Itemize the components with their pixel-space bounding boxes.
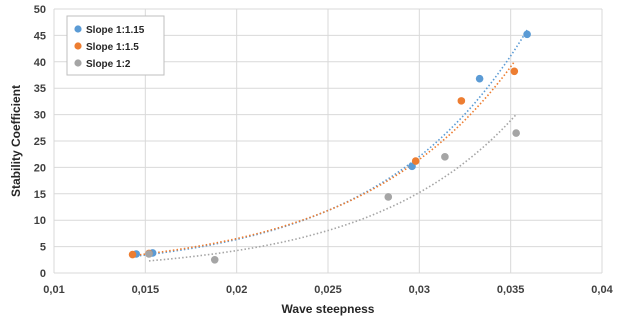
trendlines bbox=[132, 29, 528, 262]
x-tick-label: 0,025 bbox=[314, 284, 342, 296]
x-tick-labels: 0,01 0,015 0,02 0,025 0,03 0,035 0,04 bbox=[43, 284, 613, 296]
data-point-series-0 bbox=[475, 74, 484, 83]
y-tick-label: 50 bbox=[34, 4, 46, 16]
y-tick-label: 30 bbox=[34, 110, 46, 122]
x-tick-label: 0,04 bbox=[591, 284, 613, 296]
y-tick-label: 40 bbox=[34, 57, 46, 69]
y-tick-label: 20 bbox=[34, 162, 46, 174]
data-point-series-1 bbox=[457, 97, 466, 105]
data-point-series-1 bbox=[411, 157, 420, 165]
trendline-series-2 bbox=[148, 114, 517, 262]
y-tick-label: 0 bbox=[40, 268, 46, 280]
x-axis-title: Wave steepness bbox=[282, 302, 375, 316]
legend-marker-2 bbox=[74, 59, 82, 67]
y-tick-label: 35 bbox=[34, 83, 46, 95]
data-point-series-2 bbox=[384, 193, 393, 201]
data-point-series-2 bbox=[210, 255, 219, 264]
legend-label-0: Slope 1:1.15 bbox=[86, 25, 145, 36]
legend-label-1: Slope 1:1.5 bbox=[86, 42, 139, 53]
x-tick-label: 0,03 bbox=[409, 284, 430, 296]
trendline-series-1 bbox=[132, 61, 515, 257]
legend-marker-0 bbox=[74, 25, 82, 33]
y-tick-label: 5 bbox=[40, 242, 46, 254]
data-point-series-2 bbox=[512, 129, 520, 137]
data-point-series-1 bbox=[128, 250, 137, 259]
data-point-series-2 bbox=[441, 153, 449, 161]
x-tick-label: 0,015 bbox=[132, 284, 160, 296]
data-point-series-1 bbox=[510, 67, 519, 76]
x-tick-label: 0,01 bbox=[43, 284, 64, 296]
x-tick-label: 0,02 bbox=[226, 284, 247, 296]
legend-box bbox=[66, 15, 165, 76]
legend-label-2: Slope 1:2 bbox=[86, 59, 131, 70]
y-tick-label: 45 bbox=[34, 30, 46, 42]
y-tick-label: 10 bbox=[34, 215, 46, 227]
data-point-series-0 bbox=[523, 30, 531, 39]
data-points bbox=[128, 30, 531, 264]
legend-marker-1 bbox=[74, 42, 82, 50]
y-axis-title: Stability Coefficient bbox=[9, 85, 23, 197]
y-tick-label: 25 bbox=[34, 136, 46, 148]
x-tick-label: 0,035 bbox=[497, 284, 525, 296]
legend: Slope 1:1.15 Slope 1:1.5 Slope 1:2 bbox=[66, 15, 165, 76]
data-point-series-2 bbox=[145, 250, 153, 258]
data-point-series-0 bbox=[408, 162, 416, 171]
y-tick-label: 15 bbox=[34, 189, 46, 201]
y-tick-labels: 0 5 10 15 20 25 30 35 40 45 50 bbox=[34, 4, 46, 280]
